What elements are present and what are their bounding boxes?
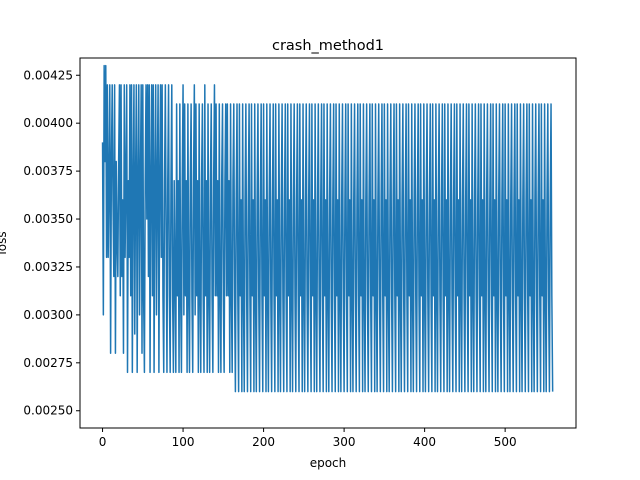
series-line: [101, 64, 554, 393]
x-tick-label: 300: [333, 435, 356, 449]
x-axis-label: epoch: [310, 456, 347, 470]
x-tick-label: 400: [413, 435, 436, 449]
y-tick-label: 0.00425: [23, 68, 73, 82]
y-tick-label: 0.00300: [23, 308, 73, 322]
x-tick-label: 500: [494, 435, 517, 449]
y-tick-label: 0.00275: [23, 356, 73, 370]
axes-frame: [79, 57, 577, 429]
y-tick-label: 0.00400: [23, 116, 73, 130]
y-tick-label: 0.00250: [23, 404, 73, 418]
x-axis: 0 100 200 300 400 500: [99, 428, 517, 449]
x-tick-label: 0: [99, 435, 107, 449]
y-tick-label: 0.00350: [23, 212, 73, 226]
plot-area: [101, 64, 554, 393]
x-tick-label: 200: [252, 435, 275, 449]
y-axis: 0.00250 0.00275 0.00300 0.00325 0.00350 0.003…: [23, 68, 80, 418]
x-tick-label: 100: [172, 435, 195, 449]
y-tick-label: 0.00375: [23, 164, 73, 178]
y-axis-label: loss: [0, 231, 9, 254]
chart-title: crash_method1: [272, 38, 384, 54]
y-tick-label: 0.00325: [23, 260, 73, 274]
